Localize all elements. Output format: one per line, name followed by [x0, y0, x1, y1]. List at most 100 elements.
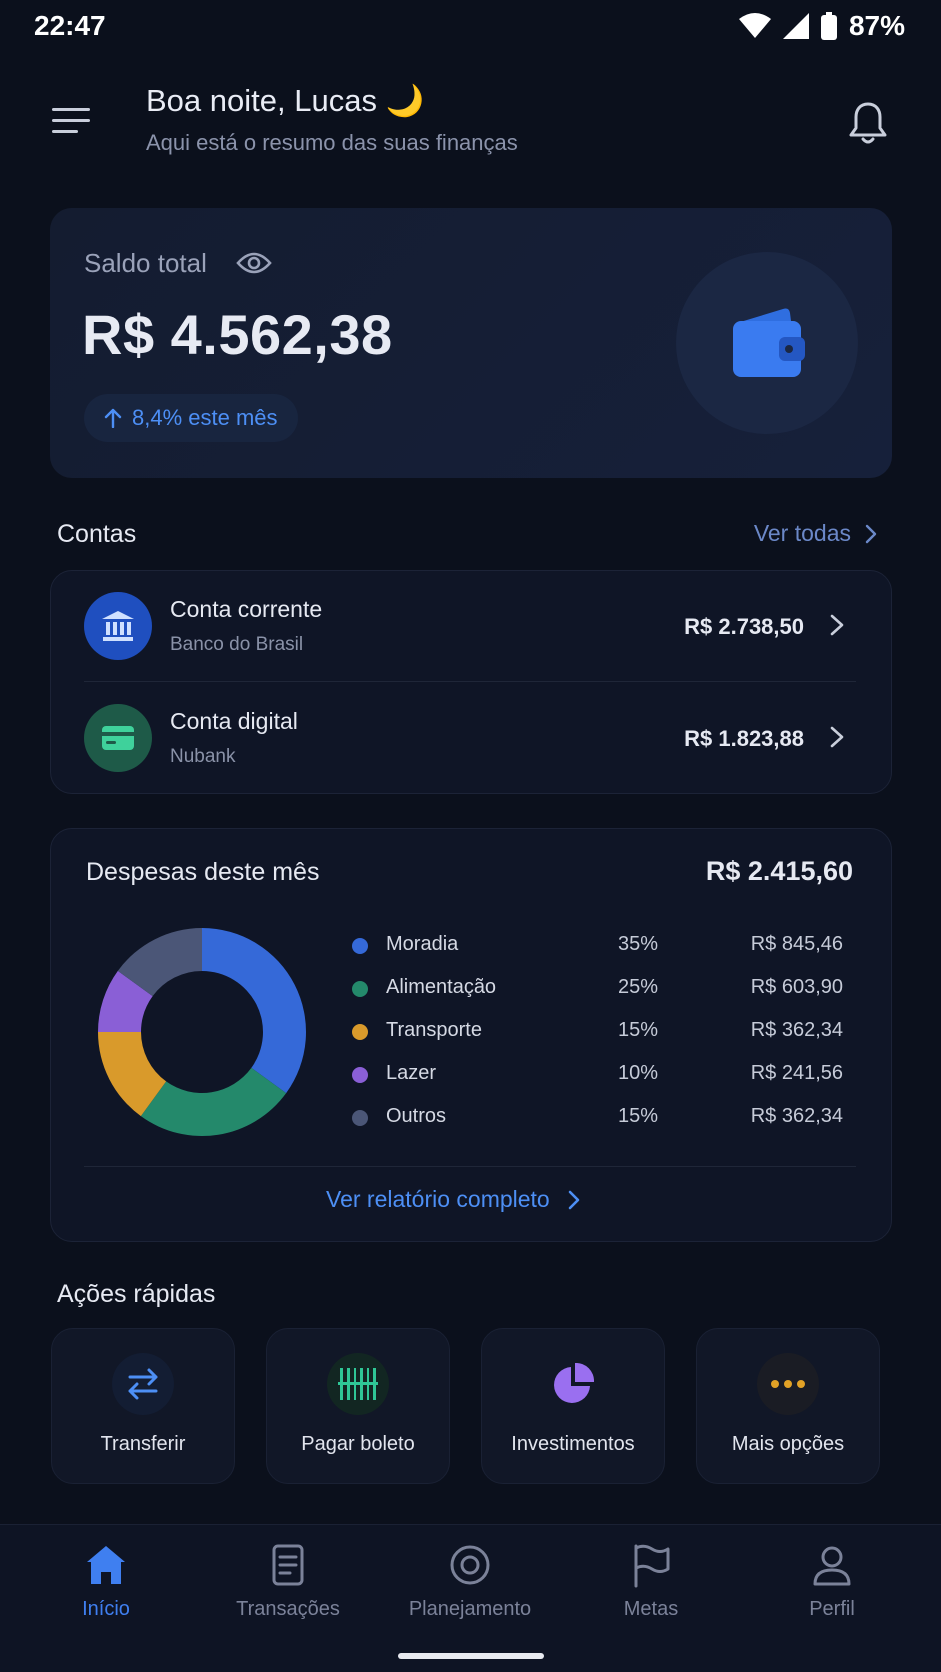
donut-slice-alimentação [140, 1067, 287, 1136]
legend-item: Lazer 10% R$ 241,56 [352, 1060, 852, 1090]
quick-action-transfer[interactable]: Transferir [51, 1328, 235, 1484]
chevron-right-icon [830, 726, 844, 748]
wallet-badge [676, 252, 858, 434]
growth-badge: 8,4% este mês [84, 394, 298, 442]
donut-slice-moradia [202, 928, 306, 1094]
transfer-icon [128, 1368, 158, 1400]
balance-label: Saldo total [84, 248, 207, 278]
battery-icon [820, 12, 837, 40]
nav-goals[interactable]: Metas [561, 1542, 741, 1622]
quick-action-investments[interactable]: Investimentos [481, 1328, 665, 1484]
expenses-card [50, 828, 892, 1242]
battery-percent: 87% [848, 10, 905, 41]
quick-action-more[interactable]: Mais opções [696, 1328, 880, 1484]
account-avatar [84, 704, 152, 772]
user-icon [813, 1546, 851, 1586]
legend-percent: 25% [617, 976, 658, 998]
expenses-donut-chart [98, 928, 306, 1136]
legend-name: Alimentação [386, 976, 497, 998]
legend-name: Moradia [386, 933, 459, 955]
legend-name: Outros [386, 1105, 447, 1127]
legend-percent: 15% [617, 1019, 658, 1041]
greeting: Boa noite, Lucas 🌙 [146, 83, 425, 118]
greeting-subtitle: Aqui está o resumo das suas finanças [146, 130, 518, 155]
account-row-checking[interactable]: Conta corrente Banco do Brasil R$ 2.738,… [50, 570, 892, 682]
bell-icon[interactable] [847, 100, 889, 146]
legend-dot [352, 981, 368, 997]
accounts-card [50, 570, 892, 794]
legend-amount: R$ 603,90 [750, 976, 843, 998]
more-icon [771, 1380, 805, 1388]
menu-icon[interactable] [52, 104, 92, 138]
target-icon [450, 1545, 490, 1585]
nav-home[interactable]: Início [16, 1542, 196, 1622]
bottom-navigation [0, 1524, 941, 1672]
divider [84, 681, 856, 682]
account-avatar [84, 592, 152, 660]
document-icon [272, 1544, 304, 1586]
legend-item: Alimentação 25% R$ 603,90 [352, 974, 852, 1004]
nav-label: Início [82, 1598, 130, 1620]
account-bank: Banco do Brasil [170, 634, 304, 655]
nav-label: Metas [623, 1598, 679, 1620]
bank-icon [102, 611, 134, 641]
wifi-icon [738, 13, 771, 38]
legend-dot [352, 1024, 368, 1040]
quick-action-icon-bg [757, 1353, 819, 1415]
home-icon [87, 1546, 125, 1584]
wallet-icon [733, 308, 805, 377]
see-all-link[interactable]: Ver todas [754, 520, 877, 547]
nav-label: Perfil [809, 1598, 855, 1620]
legend-amount: R$ 845,46 [750, 933, 843, 955]
eye-icon[interactable] [236, 249, 272, 277]
barcode-icon [338, 1368, 378, 1400]
legend-amount: R$ 241,56 [750, 1062, 843, 1084]
legend-item: Moradia 35% R$ 845,46 [352, 931, 852, 961]
arrow-up-icon [104, 408, 122, 428]
quick-action-icon-bg [112, 1353, 174, 1415]
account-name: Conta digital [170, 708, 298, 734]
legend-name: Transporte [386, 1019, 482, 1041]
chevron-right-icon [568, 1190, 580, 1209]
quick-action-icon-bg [327, 1353, 389, 1415]
signal-icon [782, 13, 809, 39]
status-icons: 87% [738, 10, 905, 42]
legend-amount: R$ 362,34 [750, 1105, 843, 1127]
expenses-title: Despesas deste mês [86, 858, 320, 886]
nav-transactions[interactable]: Transações [198, 1542, 378, 1622]
chevron-right-icon [865, 524, 877, 543]
pie-chart-icon [554, 1363, 594, 1403]
accounts-title: Contas [57, 520, 137, 548]
donut-slice-lazer [98, 970, 153, 1032]
quick-action-label: Mais opções [731, 1433, 845, 1455]
card-icon [102, 726, 134, 750]
flag-icon [634, 1544, 670, 1588]
quick-action-label: Transferir [100, 1433, 186, 1455]
quick-action-label: Pagar boleto [301, 1433, 415, 1455]
quick-action-pay-bill[interactable]: Pagar boleto [266, 1328, 450, 1484]
quick-action-icon-bg [542, 1353, 604, 1415]
legend-percent: 15% [617, 1105, 658, 1127]
account-bank: Nubank [170, 746, 236, 767]
nav-profile[interactable]: Perfil [742, 1542, 922, 1622]
account-amount: R$ 2.738,50 [684, 614, 804, 639]
chevron-right-icon [830, 614, 844, 636]
status-time: 22:47 [34, 10, 106, 41]
legend-percent: 10% [617, 1062, 658, 1084]
growth-text: 8,4% este mês [132, 405, 278, 430]
nav-planning[interactable]: Planejamento [380, 1542, 560, 1622]
legend-percent: 35% [617, 933, 658, 955]
legend-name: Lazer [386, 1062, 437, 1084]
legend-item: Outros 15% R$ 362,34 [352, 1103, 852, 1133]
legend-dot [352, 938, 368, 954]
legend-dot [352, 1110, 368, 1126]
full-report-label: Ver relatório completo [326, 1186, 550, 1212]
full-report-link[interactable]: Ver relatório completo [326, 1186, 580, 1213]
balance-value: R$ 4.562,38 [82, 303, 393, 366]
account-amount: R$ 1.823,88 [684, 726, 804, 751]
nav-label: Planejamento [408, 1598, 532, 1620]
account-row-digital[interactable]: Conta digital Nubank R$ 1.823,88 [50, 682, 892, 794]
see-all-label: Ver todas [753, 520, 851, 546]
donut-slice-transporte [98, 1032, 167, 1117]
legend-amount: R$ 362,34 [750, 1019, 843, 1041]
